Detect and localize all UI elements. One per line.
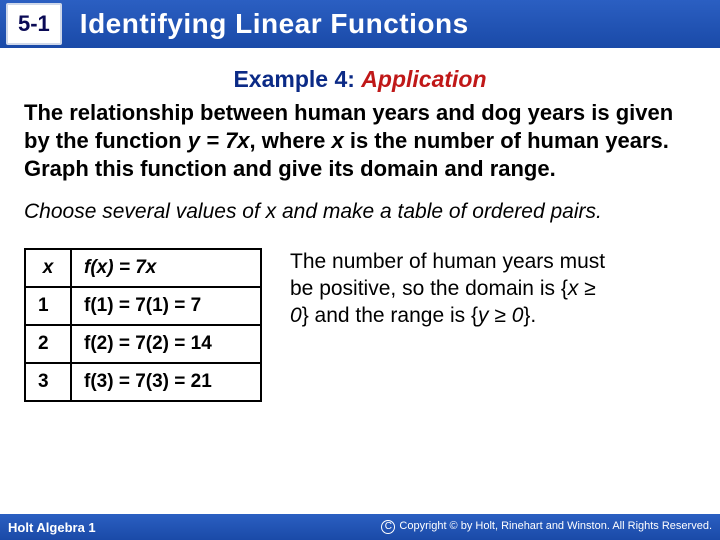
example-heading: Example 4: Application (24, 66, 696, 93)
cell-x: 1 (25, 287, 71, 325)
section-number: 5-1 (6, 3, 62, 45)
value-table: x f(x) = 7x 1 f(1) = 7(1) = 7 2 f(2) = 7… (24, 248, 262, 402)
domain-range-explanation: The number of human years must be positi… (290, 248, 610, 402)
explain-t3: }. (523, 304, 536, 327)
copyright-text: Copyright © by Holt, Rinehart and Winsto… (399, 520, 712, 532)
header-fx: f(x) = 7x (71, 249, 261, 287)
copyright-notice: C Copyright © by Holt, Rinehart and Winst… (381, 520, 712, 534)
cell-fx: f(3) = 7(3) = 21 (71, 363, 261, 401)
header-bar: 5-1 Identifying Linear Functions (0, 0, 720, 48)
explain-t2: } and the range is { (302, 304, 478, 327)
explain-t1: The number of human years must be positi… (290, 250, 605, 300)
explain-range: y ≥ 0 (478, 304, 523, 327)
hfx-x2: x (146, 257, 157, 278)
cell-fx: f(2) = 7(2) = 14 (71, 325, 261, 363)
table-row: 2 f(2) = 7(2) = 14 (25, 325, 261, 363)
problem-equation: y = 7x (188, 128, 250, 153)
hfx-x1: x (97, 257, 108, 278)
example-label: Example 4: (233, 66, 354, 92)
slide-content: Example 4: Application The relationship … (0, 48, 720, 402)
chapter-title: Identifying Linear Functions (80, 8, 469, 40)
table-header-row: x f(x) = 7x (25, 249, 261, 287)
table-row: 1 f(1) = 7(1) = 7 (25, 287, 261, 325)
cell-fx: f(1) = 7(1) = 7 (71, 287, 261, 325)
example-kind: Application (361, 66, 486, 92)
hfx-eq: ) = 7 (107, 257, 146, 278)
instruction-text: Choose several values of x and make a ta… (24, 199, 696, 225)
problem-statement: The relationship between human years and… (24, 99, 696, 183)
value-table-wrap: x f(x) = 7x 1 f(1) = 7(1) = 7 2 f(2) = 7… (24, 248, 262, 402)
book-title: Holt Algebra 1 (8, 520, 96, 535)
copyright-icon: C (381, 520, 395, 534)
table-row: 3 f(3) = 7(3) = 21 (25, 363, 261, 401)
problem-x: x (331, 128, 343, 153)
problem-text-2: , where (250, 128, 332, 153)
footer-bar: Holt Algebra 1 C Copyright © by Holt, Rin… (0, 514, 720, 540)
cell-x: 3 (25, 363, 71, 401)
header-x: x (25, 249, 71, 287)
cell-x: 2 (25, 325, 71, 363)
